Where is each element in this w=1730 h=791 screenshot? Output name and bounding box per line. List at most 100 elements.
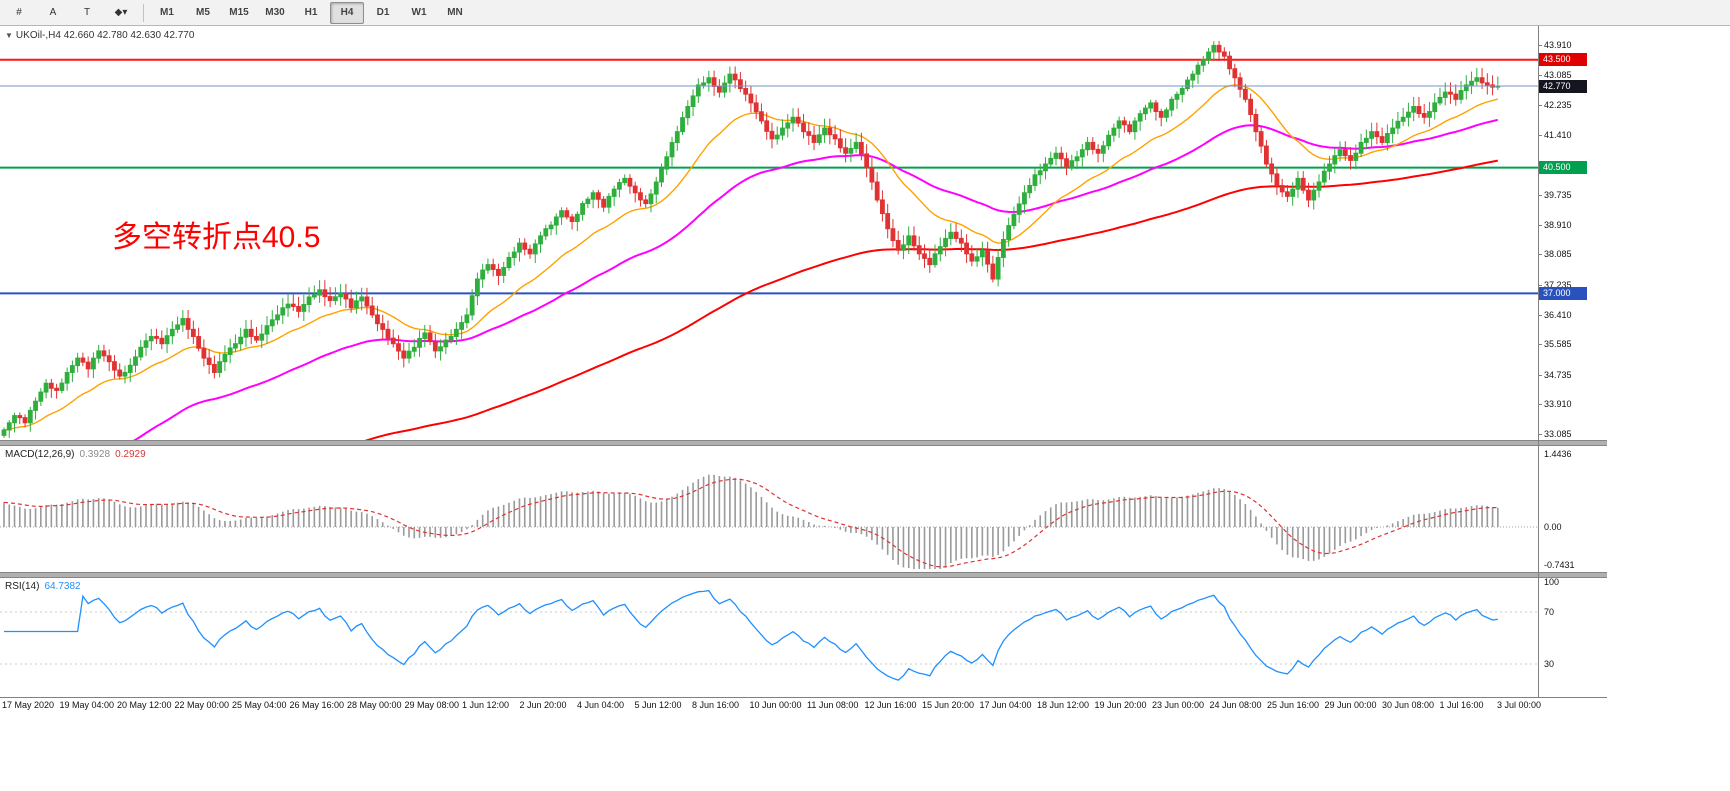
- price-axis-label: 41.410: [1544, 129, 1572, 140]
- time-axis-label: 3 Jul 00:00: [1497, 700, 1542, 710]
- time-axis-label: 22 May 00:00: [174, 700, 230, 710]
- rsi-axis-label: 30: [1544, 659, 1555, 669]
- rsi-axis-label: 70: [1544, 607, 1555, 617]
- time-axis-label: 17 May 2020: [2, 700, 55, 710]
- toolbar-separator: [143, 3, 144, 22]
- main-chart-panel[interactable]: ▼ UKOil-,H4 42.660 42.780 42.630 42.770 多…: [0, 26, 1538, 440]
- macd-signal-value: 0.2929: [115, 449, 146, 460]
- chart-annotation-text[interactable]: 多空转折点40.5: [112, 221, 321, 254]
- macd-axis-label: -0.7431: [1544, 559, 1575, 570]
- rsi-panel-splitter[interactable]: [0, 572, 1607, 578]
- price-axis-label: 37.235: [1544, 279, 1572, 290]
- time-axis-label: 26 May 16:00: [289, 700, 345, 710]
- price-axis-label: 33.085: [1544, 429, 1572, 440]
- price-axis-label: 36.410: [1544, 309, 1572, 320]
- timeframe-H1[interactable]: H1: [304, 7, 318, 18]
- macd-axis-label: 1.4436: [1544, 448, 1572, 459]
- time-axis-label: 1 Jun 12:00: [462, 700, 510, 710]
- time-axis-label: 5 Jun 12:00: [634, 700, 682, 710]
- symbol-ohlc-text: UKOil-,H4 42.660 42.780 42.630 42.770: [15, 30, 195, 41]
- price-axis[interactable]: 43.91043.08542.23541.41040.58539.73538.9…: [1538, 26, 1607, 440]
- price-badge-43.500: 43.500: [1539, 53, 1587, 67]
- macd-panel-splitter[interactable]: [0, 440, 1607, 446]
- price-badge-40.500: 40.500: [1539, 161, 1587, 175]
- time-axis-label: 29 May 08:00: [404, 700, 460, 710]
- oneclick-caret-icon[interactable]: ▼: [5, 31, 13, 40]
- axis-tick: [1538, 404, 1542, 406]
- axis-tick: [1538, 374, 1542, 376]
- macd-value-axis: 1.4436 0.00 -0.7431: [1538, 446, 1607, 572]
- timeframe-M5[interactable]: M5: [196, 7, 210, 18]
- style-dropdown-icon[interactable]: ◆▾: [114, 7, 128, 18]
- axis-tick: [1538, 314, 1542, 316]
- time-axis-label: 17 Jun 04:00: [979, 700, 1032, 710]
- macd-name-text: MACD(12,26,9): [5, 449, 75, 460]
- time-axis-label: 24 Jun 08:00: [1209, 700, 1262, 710]
- price-axis-label: 38.085: [1544, 249, 1572, 260]
- time-axis-label: 4 Jun 04:00: [577, 700, 625, 710]
- price-axis-label: 42.235: [1544, 100, 1572, 111]
- text-label-icon[interactable]: T: [83, 7, 91, 18]
- axis-border-line: [1538, 26, 1539, 697]
- axis-tick: [1538, 74, 1542, 76]
- chart-grid-icon[interactable]: #: [16, 7, 22, 18]
- axis-tick: [1538, 45, 1542, 47]
- price-axis-label: 33.910: [1544, 399, 1572, 410]
- ma-medium-line: [133, 118, 1499, 440]
- time-axis-label: 25 May 04:00: [232, 700, 287, 710]
- rsi-name-text: RSI(14): [5, 581, 40, 592]
- ma-slow-line: [364, 159, 1498, 440]
- timeframe-MN[interactable]: MN: [447, 7, 463, 18]
- timeframe-M30[interactable]: M30: [265, 7, 285, 18]
- timeframe-W1[interactable]: W1: [411, 7, 427, 18]
- time-axis[interactable]: 17 May 2020 19 May 04:00 20 May 12:00 22 Ma…: [0, 697, 1607, 713]
- ma-fast-line: [3, 84, 1498, 431]
- macd-main-value: 0.3928: [79, 449, 111, 460]
- axis-tick: [1538, 224, 1542, 226]
- macd-chart[interactable]: [0, 446, 1538, 572]
- price-axis-label: 34.735: [1544, 369, 1572, 380]
- rsi-value-axis: 100 70 30: [1538, 577, 1607, 697]
- macd-signal-line: [3, 478, 1498, 568]
- rsi-value: 64.7382: [44, 581, 81, 592]
- price-badge-42.770: 42.770: [1539, 79, 1587, 93]
- time-axis-label: 23 Jun 00:00: [1152, 700, 1205, 710]
- timeframe-H4[interactable]: H4: [330, 1, 364, 24]
- time-axis-label: 8 Jun 16:00: [692, 700, 740, 710]
- toolbar-icon-group: # A T ◆▾: [3, 2, 137, 24]
- candlesticks: [1, 40, 1501, 438]
- macd-panel[interactable]: MACD(12,26,9) 0.3928 0.2929: [0, 446, 1538, 572]
- time-axis-label: 29 Jun 00:00: [1324, 700, 1377, 710]
- time-axis-label: 20 May 12:00: [117, 700, 172, 710]
- time-axis-label: 10 Jun 00:00: [749, 700, 802, 710]
- time-axis-label: 2 Jun 20:00: [519, 700, 567, 710]
- candlestick-chart[interactable]: [0, 26, 1538, 440]
- axis-tick: [1538, 284, 1542, 286]
- macd-label: MACD(12,26,9) 0.3928 0.2929: [5, 449, 151, 460]
- time-axis-label: 30 Jun 08:00: [1382, 700, 1435, 710]
- timeframe-M15[interactable]: M15: [229, 7, 249, 18]
- rsi-line: [4, 589, 1498, 681]
- time-axis-label: 25 Jun 16:00: [1267, 700, 1320, 710]
- price-axis-label: 39.735: [1544, 190, 1572, 201]
- time-axis-label: 18 Jun 12:00: [1037, 700, 1090, 710]
- axis-tick: [1538, 134, 1542, 136]
- timeframe-button-group: M1 M5 M15 M30 H1 H4 D1 W1 MN: [150, 1, 472, 24]
- time-axis-label: 15 Jun 20:00: [922, 700, 975, 710]
- time-axis-label: 28 May 00:00: [347, 700, 402, 710]
- rsi-panel[interactable]: RSI(14) 64.7382: [0, 578, 1538, 697]
- axis-tick: [1538, 105, 1542, 107]
- time-axis-label: 1 Jul 16:00: [1439, 700, 1484, 710]
- rsi-chart[interactable]: [0, 578, 1538, 697]
- axis-tick: [1538, 195, 1542, 197]
- time-axis-label: 11 Jun 08:00: [807, 700, 859, 710]
- timeframe-D1[interactable]: D1: [376, 7, 390, 18]
- timeframe-M1[interactable]: M1: [160, 7, 174, 18]
- text-font-icon[interactable]: A: [49, 7, 57, 18]
- chart-title: ▼ UKOil-,H4 42.660 42.780 42.630 42.770: [5, 30, 194, 41]
- time-axis-label: 19 May 04:00: [59, 700, 115, 710]
- price-axis-label: 43.085: [1544, 69, 1572, 80]
- macd-axis-label: 0.00: [1544, 522, 1562, 532]
- macd-histogram: [3, 474, 1499, 569]
